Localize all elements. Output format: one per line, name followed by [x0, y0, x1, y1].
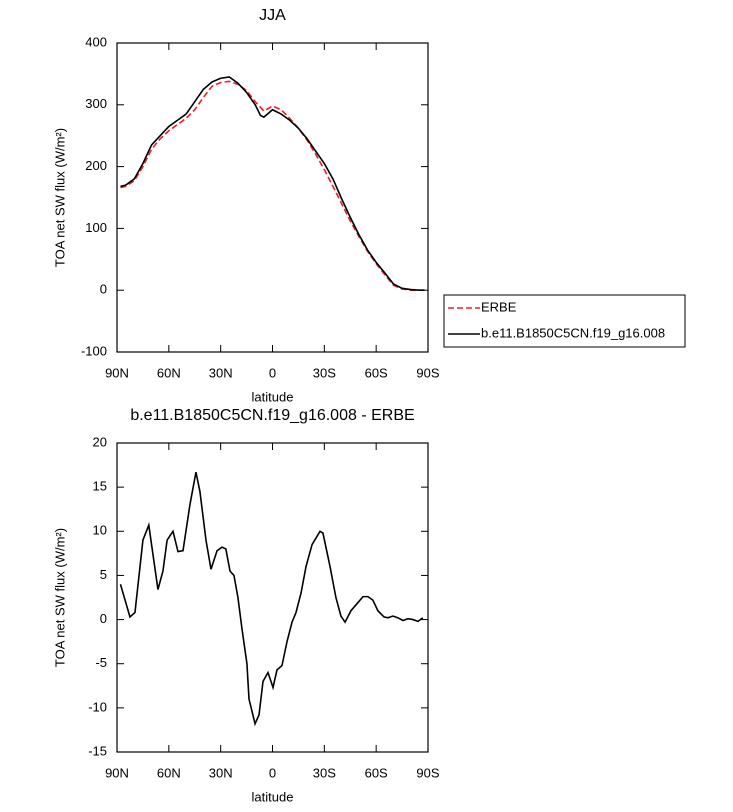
y-tick-label: -100: [81, 343, 107, 358]
plot-frame: [116, 442, 429, 753]
x-tick-label: 60S: [365, 765, 388, 780]
x-tick-label: 30S: [313, 765, 336, 780]
x-tick-label: 90S: [416, 365, 439, 380]
data-line: [119, 471, 424, 727]
x-tick-label: 30S: [313, 365, 336, 380]
y-tick-label: 15: [93, 479, 107, 494]
x-tick-label: 90N: [105, 365, 129, 380]
y-tick-label: 200: [85, 158, 107, 173]
y-tick-label: 10: [93, 523, 107, 538]
y-tick-label: 300: [85, 96, 107, 111]
legend-label: ERBE: [481, 299, 517, 314]
y-tick-label: 0: [100, 611, 107, 626]
y-tick-label: 100: [85, 220, 107, 235]
y-tick-label: 20: [93, 434, 107, 449]
y-tick-label: 5: [100, 567, 107, 582]
legend-label: b.e11.B1850C5CN.f19_g16.008: [481, 325, 665, 340]
chart-title: JJA: [259, 7, 286, 24]
plot-frame: [116, 42, 429, 353]
data-line: [120, 80, 425, 291]
x-tick-label: 0: [269, 765, 276, 780]
x-tick-label: 60S: [365, 365, 388, 380]
x-tick-label: 90N: [105, 765, 129, 780]
x-axis-label: latitude: [252, 789, 294, 804]
y-tick-label: -10: [88, 699, 107, 714]
y-tick-label: -5: [95, 655, 107, 670]
legend: ERBE b.e11.B1850C5CN.f19_g16.008: [443, 294, 686, 348]
y-axis-label: TOA net SW flux (W/m²): [52, 528, 67, 667]
legend-box: [443, 294, 686, 348]
chart-title: b.e11.B1850C5CN.f19_g16.008 - ERBE: [130, 407, 414, 424]
y-axis-label: TOA net SW flux (W/m²): [52, 128, 67, 267]
y-tick-label: 0: [100, 282, 107, 297]
x-tick-label: 60N: [157, 365, 181, 380]
y-tick-label: 400: [85, 34, 107, 49]
data-line: [120, 76, 425, 291]
x-tick-label: 30N: [209, 365, 233, 380]
x-axis-label: latitude: [252, 389, 294, 404]
x-tick-label: 30N: [209, 765, 233, 780]
x-tick-label: 90S: [416, 765, 439, 780]
x-tick-label: 60N: [157, 765, 181, 780]
x-tick-label: 0: [269, 365, 276, 380]
y-tick-label: -15: [88, 743, 107, 758]
